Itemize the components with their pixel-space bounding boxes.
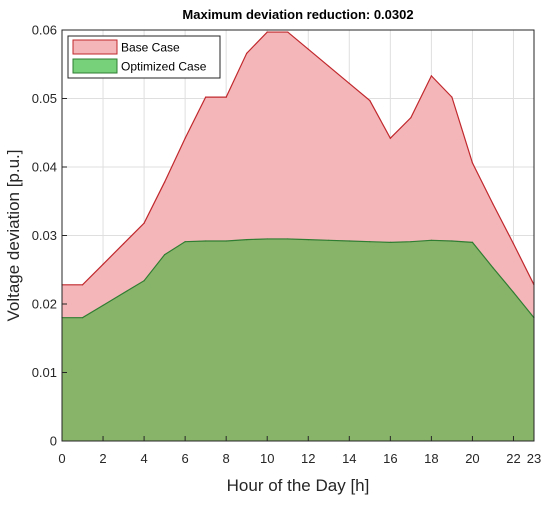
base-case-point <box>410 117 412 119</box>
base-case-point <box>287 31 289 33</box>
optimized-case-point <box>287 238 289 240</box>
y-axis-title: Voltage deviation [p.u.] <box>4 149 23 321</box>
x-tick-label: 2 <box>99 451 106 466</box>
y-tick-label: 0.04 <box>32 160 57 175</box>
base-case-point <box>102 263 104 265</box>
x-tick-label: 14 <box>342 451 356 466</box>
x-tick-label: 20 <box>465 451 479 466</box>
optimized-case-point <box>143 280 145 282</box>
base-case-line <box>62 31 535 286</box>
base-case-point <box>369 99 371 102</box>
base-case-point <box>348 82 350 85</box>
optimized-case-point <box>471 241 474 243</box>
x-axis-title: Hour of the Day [h] <box>227 476 370 495</box>
base-case-points <box>61 31 535 286</box>
legend-swatch-base-case <box>72 39 118 55</box>
base-case-point <box>389 137 391 139</box>
optimized-case-point <box>430 239 432 241</box>
y-tick-label: 0.01 <box>32 365 57 380</box>
x-tick-label: 16 <box>383 451 397 466</box>
optimized-case-point <box>348 240 350 242</box>
base-case-point <box>266 31 268 33</box>
x-tick-label: 10 <box>260 451 274 466</box>
x-tick-label: 23 <box>527 451 541 466</box>
optimized-case-point <box>122 292 125 294</box>
base-case-point <box>451 96 453 98</box>
optimized-case-point <box>328 239 330 241</box>
optimized-case-point <box>512 291 515 293</box>
base-case-point <box>512 243 515 245</box>
x-tick-label: 6 <box>182 451 189 466</box>
base-case-point <box>492 203 494 205</box>
optimized-case-point <box>492 267 494 269</box>
x-tick-label: 8 <box>223 451 230 466</box>
y-tick-label: 0.02 <box>32 297 57 312</box>
x-tick-label: 22 <box>506 451 520 466</box>
optimized-case-point <box>81 317 84 319</box>
x-tick-label: 0 <box>58 451 65 466</box>
optimized-case-point <box>225 240 227 242</box>
optimized-case-point <box>389 241 391 243</box>
optimized-case-point <box>184 241 186 243</box>
base-case-point <box>471 162 474 164</box>
y-tick-label: 0.06 <box>32 23 57 38</box>
optimized-case-point <box>307 239 309 241</box>
chart-title: Maximum deviation reduction: 0.0302 <box>182 7 413 22</box>
optimized-case-point <box>246 239 248 241</box>
optimized-case-point <box>266 238 268 240</box>
legend: Base Case Optimized Case <box>67 35 221 79</box>
optimized-case-point <box>102 304 104 306</box>
legend-label-optimized-case: Optimized Case <box>121 60 207 74</box>
optimized-case-point <box>205 240 207 242</box>
optimized-case-point <box>164 254 166 256</box>
legend-label-base-case: Base Case <box>121 41 180 55</box>
base-case-point <box>225 96 227 98</box>
base-case-point <box>164 181 166 183</box>
base-case-point <box>184 137 186 139</box>
optimized-case-point <box>369 241 371 243</box>
x-tick-label: 18 <box>424 451 438 466</box>
y-axis: 0 0.01 0.02 0.03 0.04 0.05 0.06 <box>32 23 67 449</box>
x-axis: 0 2 4 6 8 10 12 14 16 18 20 22 23 <box>58 436 541 466</box>
base-case-point <box>205 96 207 98</box>
base-case-point <box>328 65 330 67</box>
y-tick-label: 0 <box>50 434 57 449</box>
legend-swatch-optimized-case <box>72 58 118 74</box>
optimized-case-point <box>410 241 412 243</box>
x-tick-label: 12 <box>301 451 315 466</box>
optimized-case-point <box>451 240 453 242</box>
base-case-point <box>143 222 145 224</box>
base-case-point <box>81 284 84 286</box>
optimized-case-line <box>62 238 535 319</box>
base-case-point <box>307 48 309 50</box>
base-case-point <box>122 243 125 245</box>
y-tick-label: 0.03 <box>32 228 57 243</box>
x-tick-label: 4 <box>140 451 147 466</box>
optimized-case-area <box>62 238 534 441</box>
base-case-point <box>246 52 248 54</box>
base-case-point <box>430 75 432 77</box>
y-tick-label: 0.05 <box>32 91 57 106</box>
